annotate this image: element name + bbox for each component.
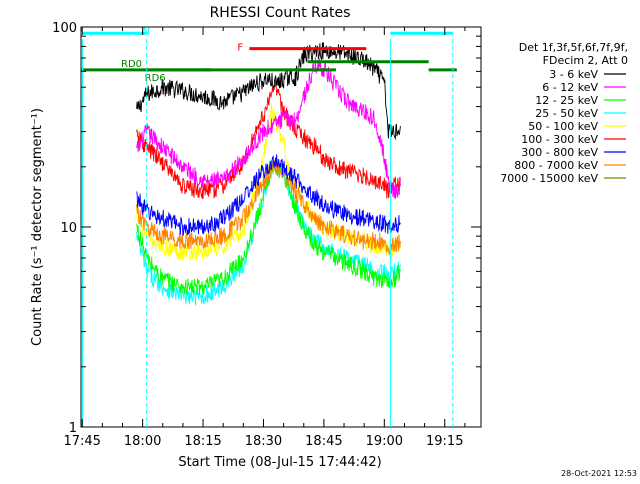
x-tick-label: 18:45 bbox=[305, 434, 342, 449]
legend: Det 1f,3f,5f,6f,7f,9f, FDecim 2, Att 0 3… bbox=[500, 41, 628, 185]
legend-header-line-2: FDecim 2, Att 0 bbox=[543, 54, 628, 67]
series-line-7 bbox=[136, 159, 401, 256]
legend-entry-label-2: 12 - 25 keV bbox=[535, 94, 598, 107]
y-tick-label: 100 bbox=[52, 21, 77, 36]
legend-entry-label-3: 25 - 50 keV bbox=[535, 107, 598, 120]
timestamp: 28-Oct-2021 12:53 bbox=[561, 469, 637, 478]
legend-entry-label-0: 3 - 6 keV bbox=[549, 68, 598, 81]
x-tick-label: 18:00 bbox=[124, 434, 161, 449]
legend-header-line-1: Det 1f,3f,5f,6f,7f,9f, bbox=[519, 41, 628, 54]
chart-title: RHESSI Count Rates bbox=[210, 5, 351, 21]
y-axis: 1 10 100 bbox=[52, 21, 481, 436]
x-axis-label: Start Time (08-Jul-15 17:44:42) bbox=[178, 455, 381, 470]
legend-entry-label-6: 300 - 800 keV bbox=[521, 146, 598, 159]
y-axis-label: Count Rate (s⁻¹ detector segment⁻¹) bbox=[30, 108, 45, 346]
x-tick-label: 19:15 bbox=[426, 434, 463, 449]
legend-entry-label-7: 800 - 7000 keV bbox=[514, 159, 598, 172]
legend-entry-label-8: 7000 - 15000 keV bbox=[500, 172, 598, 185]
annotation-label-7: F bbox=[237, 43, 243, 54]
x-tick-label: 19:00 bbox=[366, 434, 403, 449]
series-line-6 bbox=[136, 154, 401, 236]
x-axis: 17:45 18:00 18:15 18:30 18:45 19:00 19:15 bbox=[63, 27, 466, 449]
series-line-5 bbox=[136, 78, 401, 200]
x-tick-label: 18:15 bbox=[184, 434, 221, 449]
annotation-label-0: N bbox=[143, 26, 150, 37]
legend-entry-label-1: 6 - 12 keV bbox=[542, 81, 598, 94]
x-tick-label: 17:45 bbox=[63, 434, 100, 449]
legend-entry-label-4: 50 - 100 keV bbox=[528, 120, 598, 133]
series-layer bbox=[136, 42, 401, 306]
legend-entry-label-5: 100 - 300 keV bbox=[521, 133, 598, 146]
y-tick-label: 1 bbox=[69, 421, 77, 436]
annotation-label-3: RD6 bbox=[145, 73, 166, 84]
x-tick-label: 18:30 bbox=[245, 434, 282, 449]
annotation-label-2: RD0 bbox=[121, 59, 142, 70]
series-line-1 bbox=[136, 57, 401, 200]
y-tick-label: 10 bbox=[60, 221, 77, 236]
